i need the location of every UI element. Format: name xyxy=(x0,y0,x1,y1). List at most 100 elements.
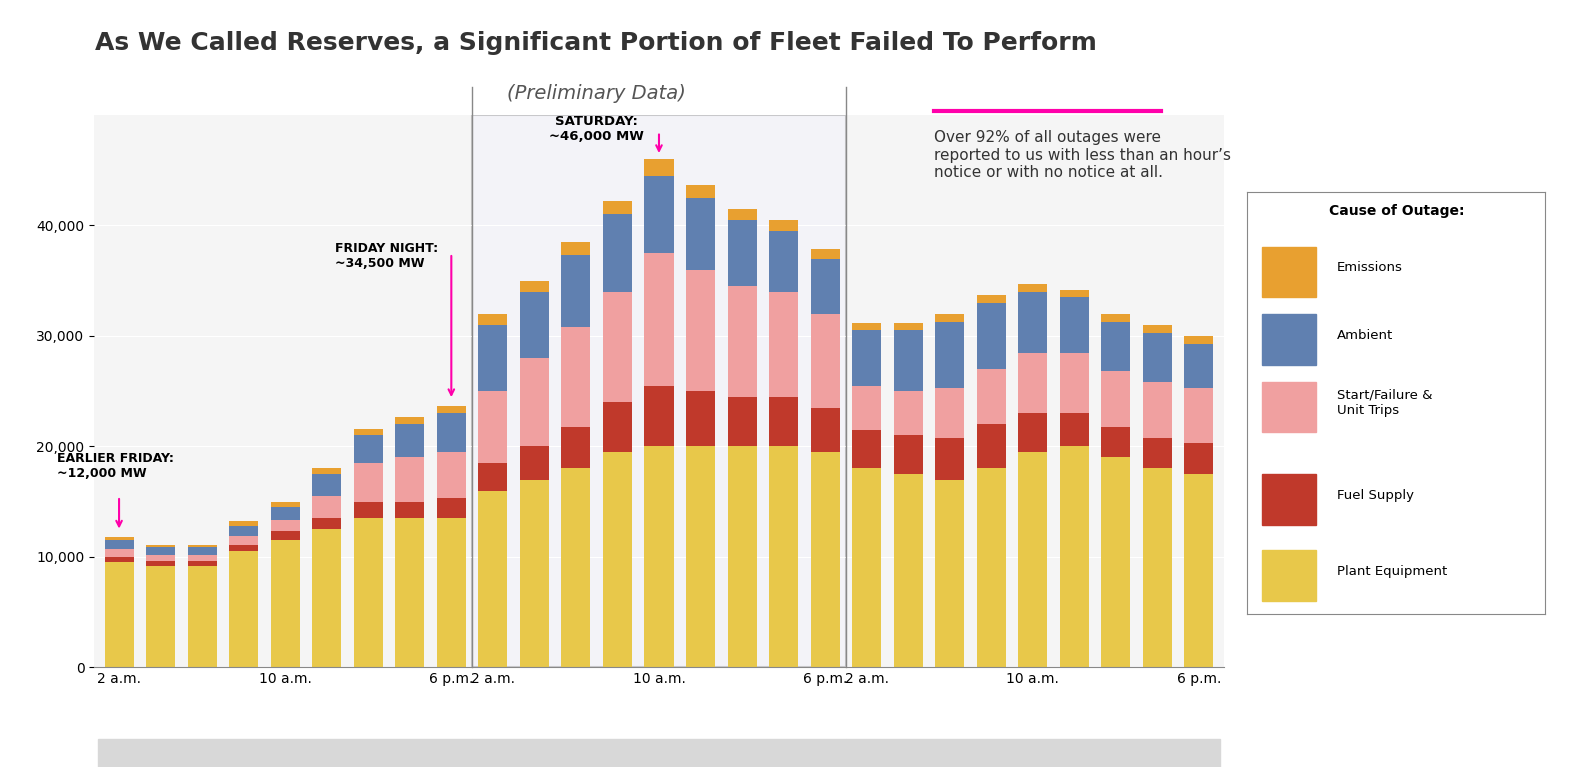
Bar xyxy=(479,314,507,325)
Bar xyxy=(645,160,673,176)
Bar xyxy=(1059,413,1089,446)
Bar xyxy=(852,430,882,469)
Bar xyxy=(1059,298,1089,353)
Bar xyxy=(645,253,673,386)
Bar xyxy=(728,220,756,286)
Bar xyxy=(894,391,923,436)
Bar xyxy=(894,323,923,331)
Bar xyxy=(769,397,799,446)
FancyBboxPatch shape xyxy=(1261,551,1316,601)
Bar xyxy=(686,391,715,446)
Bar xyxy=(686,270,715,391)
Bar xyxy=(1101,371,1130,426)
Bar xyxy=(188,547,217,555)
FancyBboxPatch shape xyxy=(1261,247,1316,297)
Bar xyxy=(562,327,590,426)
Bar xyxy=(976,369,1006,424)
Bar xyxy=(105,562,133,667)
Bar xyxy=(270,532,300,540)
Bar xyxy=(519,446,549,479)
Bar xyxy=(562,242,590,255)
Bar xyxy=(353,518,383,667)
Text: Plant Equipment: Plant Equipment xyxy=(1337,565,1447,578)
Bar xyxy=(312,518,340,529)
Bar xyxy=(270,507,300,520)
Bar xyxy=(769,446,799,667)
Text: (Preliminary Data): (Preliminary Data) xyxy=(507,84,686,104)
Text: SATURDAY:
~46,000 MW: SATURDAY: ~46,000 MW xyxy=(549,114,645,143)
Bar xyxy=(728,209,756,220)
Bar xyxy=(436,499,466,518)
FancyBboxPatch shape xyxy=(846,739,1219,767)
Bar xyxy=(188,561,217,566)
Bar xyxy=(769,291,799,397)
Text: FRIDAY NIGHT:
~34,500 MW: FRIDAY NIGHT: ~34,500 MW xyxy=(336,242,438,270)
Bar xyxy=(436,406,466,413)
Bar xyxy=(602,452,632,667)
Bar xyxy=(1185,474,1213,667)
Bar xyxy=(395,424,424,457)
Bar xyxy=(1018,452,1047,667)
Bar xyxy=(436,413,466,452)
Bar xyxy=(894,474,923,667)
Bar xyxy=(562,469,590,667)
Bar xyxy=(353,429,383,436)
Bar xyxy=(1101,426,1130,457)
Bar xyxy=(852,323,882,331)
Bar xyxy=(229,551,259,667)
Bar xyxy=(686,446,715,667)
Bar xyxy=(1018,413,1047,452)
Bar xyxy=(395,518,424,667)
Bar xyxy=(811,314,839,408)
Bar xyxy=(1059,446,1089,667)
Bar xyxy=(1101,321,1130,371)
Bar xyxy=(1101,314,1130,321)
Bar xyxy=(728,446,756,667)
Text: EARLIER FRIDAY:
~12,000 MW: EARLIER FRIDAY: ~12,000 MW xyxy=(56,452,174,479)
Bar xyxy=(1142,333,1172,382)
Bar xyxy=(188,555,217,561)
Text: As We Called Reserves, a Significant Portion of Fleet Failed To Perform: As We Called Reserves, a Significant Por… xyxy=(96,31,1097,54)
Bar xyxy=(728,397,756,446)
Bar xyxy=(935,388,965,437)
Bar xyxy=(602,215,632,291)
Bar xyxy=(1142,469,1172,667)
Bar xyxy=(852,469,882,667)
Bar xyxy=(1059,353,1089,413)
Bar xyxy=(519,358,549,446)
Bar xyxy=(229,526,259,536)
Bar xyxy=(811,452,839,667)
Bar xyxy=(1018,284,1047,291)
FancyBboxPatch shape xyxy=(99,739,472,767)
Bar xyxy=(519,291,549,358)
Bar xyxy=(935,479,965,667)
Bar xyxy=(1185,344,1213,388)
Bar xyxy=(229,522,259,526)
Bar xyxy=(312,496,340,518)
Bar xyxy=(479,391,507,463)
Bar xyxy=(312,469,340,474)
Bar xyxy=(728,286,756,397)
Bar xyxy=(602,402,632,452)
Bar xyxy=(1185,388,1213,443)
Bar xyxy=(270,540,300,667)
Bar xyxy=(1101,457,1130,667)
Bar xyxy=(976,424,1006,469)
Bar xyxy=(686,185,715,198)
Bar xyxy=(976,469,1006,667)
Bar xyxy=(519,479,549,667)
Bar xyxy=(852,386,882,430)
Bar xyxy=(811,249,839,258)
Bar xyxy=(395,416,424,424)
Bar xyxy=(894,331,923,391)
Bar xyxy=(645,176,673,253)
Text: Cause of Outage:: Cause of Outage: xyxy=(1329,204,1464,219)
Bar xyxy=(395,457,424,502)
Bar xyxy=(1018,353,1047,413)
Bar xyxy=(1142,382,1172,437)
Bar xyxy=(811,258,839,314)
Bar xyxy=(146,555,176,561)
Bar xyxy=(602,201,632,215)
Bar xyxy=(1142,437,1172,469)
Bar xyxy=(270,502,300,507)
